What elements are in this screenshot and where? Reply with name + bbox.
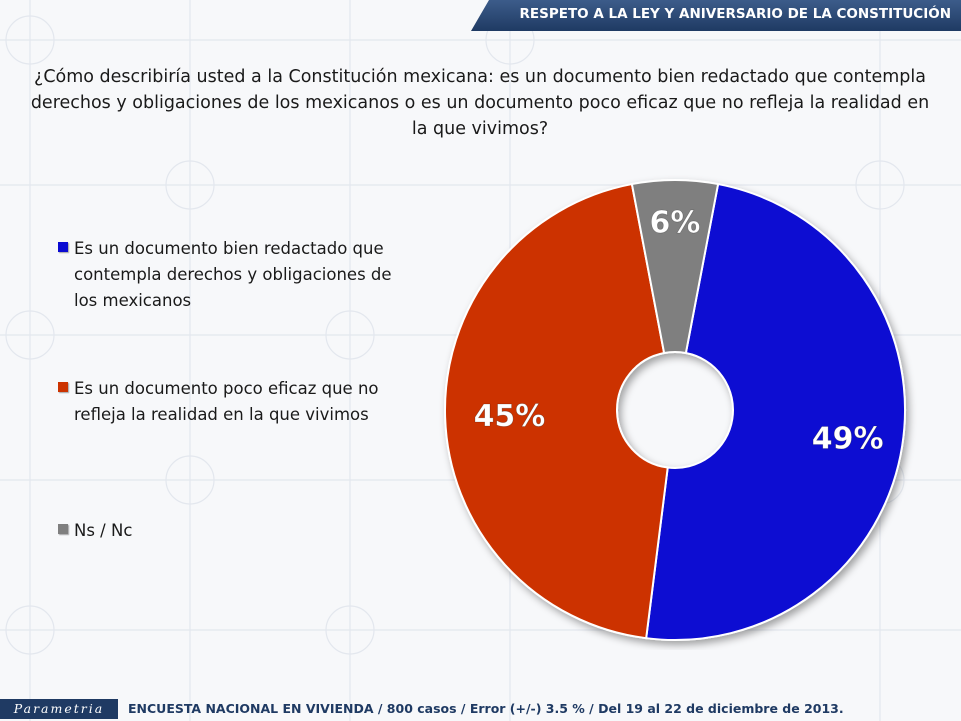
- slice-bien-redactado: [645, 182, 906, 641]
- legend-swatch-red: [58, 382, 68, 392]
- footer-survey-info: ENCUESTA NACIONAL EN VIVIENDA / 800 caso…: [128, 701, 844, 716]
- legend-label: Es un documento bien redactado que conte…: [74, 239, 392, 310]
- slice-poco-eficaz: [444, 182, 669, 640]
- header-title: RESPETO A LA LEY Y ANIVERSARIO DE LA CON…: [519, 6, 951, 22]
- data-label: 6%: [650, 205, 701, 240]
- legend-swatch-blue: [58, 242, 68, 252]
- legend-label: Ns / Nc: [74, 521, 133, 540]
- data-label: 45%: [474, 399, 546, 434]
- legend-label: Es un documento poco eficaz que no refle…: [74, 379, 379, 424]
- header-bar: [471, 0, 961, 31]
- data-label: 49%: [812, 421, 884, 456]
- question-text: ¿Cómo describiría usted a la Constitució…: [30, 67, 930, 139]
- legend-swatch-gray: [58, 524, 68, 534]
- slice-ns-nc: [630, 179, 720, 355]
- donut-chart: 49% 45% 6%: [444, 179, 906, 641]
- parametria-logo: Parametria: [0, 699, 118, 719]
